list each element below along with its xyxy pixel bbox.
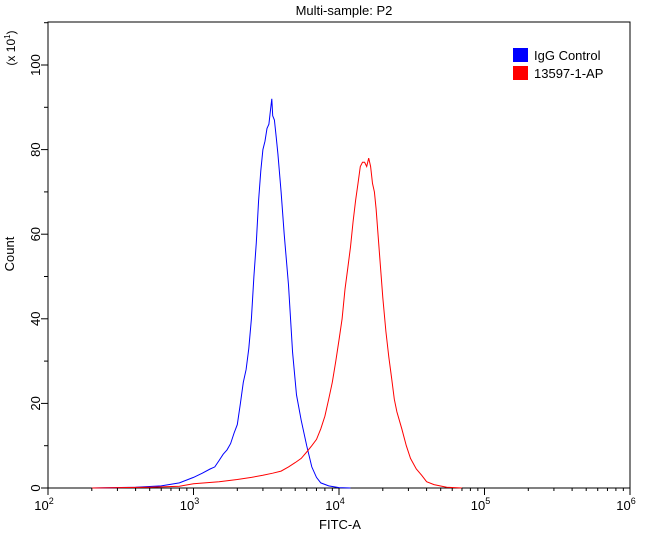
legend-label: IgG Control — [534, 48, 601, 63]
y-tick-label: 100 — [28, 54, 43, 76]
chart-title: Multi-sample: P2 — [296, 3, 393, 18]
y-multiplier-text: (x 10 — [4, 39, 18, 66]
legend-swatch — [513, 66, 528, 80]
x-axis-ticks: 102 103 104 105 106 — [34, 488, 636, 513]
series-line-2 — [91, 157, 463, 489]
series-layer — [91, 98, 463, 489]
x-tick-label: 106 — [616, 496, 635, 513]
x-tick-label: 102 — [34, 496, 53, 513]
x-tick-label: 105 — [471, 496, 490, 513]
plot-frame — [47, 21, 631, 489]
y-axis-multiplier: (x 101) — [3, 30, 18, 65]
legend-label: 13597-1-AP — [534, 66, 603, 81]
legend: IgG Control 13597-1-AP — [513, 48, 603, 81]
x-axis-label: FITC-A — [319, 517, 361, 532]
y-multiplier-exponent: 1 — [3, 34, 12, 39]
y-axis-ticks: 0 20 40 60 80 100 — [28, 22, 48, 492]
y-tick-label: 20 — [28, 396, 43, 410]
y-tick-label: 0 — [28, 484, 43, 491]
y-tick-label: 40 — [28, 312, 43, 326]
x-tick-label: 103 — [180, 496, 199, 513]
y-multiplier-close: ) — [4, 30, 18, 34]
legend-swatch — [513, 48, 528, 62]
y-tick-label: 60 — [28, 227, 43, 241]
series-line-1 — [91, 98, 351, 489]
y-axis-label: Count — [2, 236, 17, 271]
y-tick-label: 80 — [28, 142, 43, 156]
x-tick-label: 104 — [325, 496, 344, 513]
